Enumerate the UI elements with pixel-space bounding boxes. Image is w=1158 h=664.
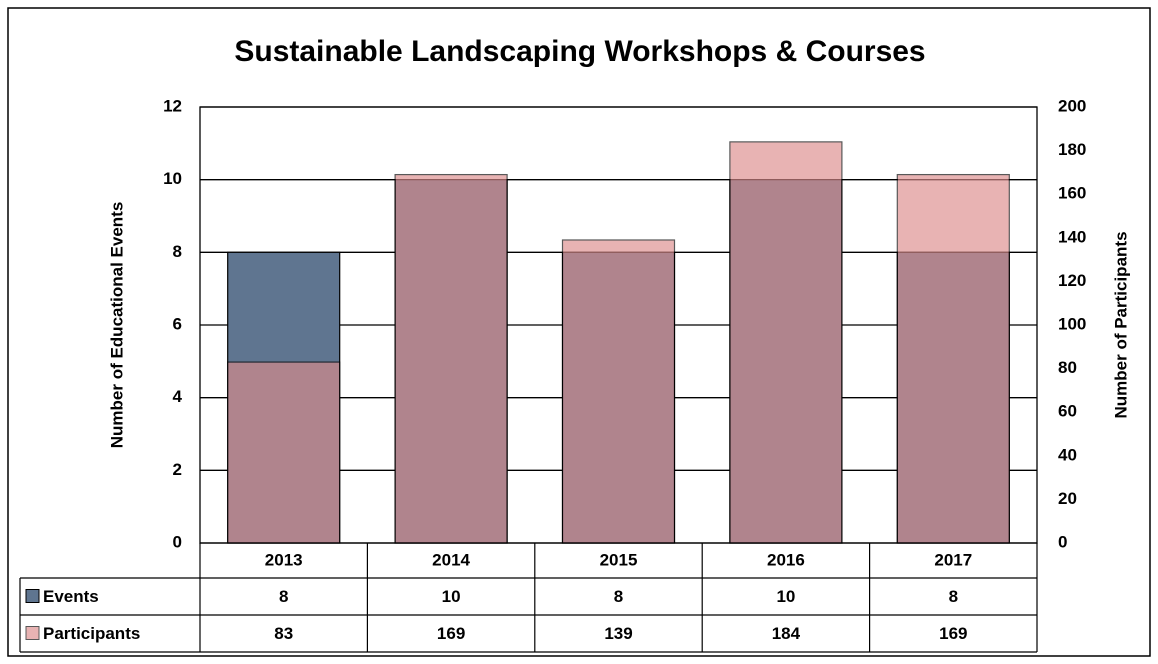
y-tick-label: 8: [173, 242, 182, 261]
y-tick-label: 2: [173, 460, 182, 479]
table-cell: 10: [442, 587, 461, 606]
x-tick-label: 2015: [600, 550, 638, 569]
y-tick-label: 4: [173, 387, 183, 406]
y2-tick-label: 120: [1058, 271, 1086, 290]
table-cell: 83: [274, 624, 293, 643]
y2-tick-label: 40: [1058, 445, 1077, 464]
legend-label: Participants: [43, 624, 140, 643]
table-cell: 10: [776, 587, 795, 606]
legend-swatch: [25, 626, 40, 640]
chart-title: Sustainable Landscaping Workshops & Cour…: [234, 35, 925, 68]
y2-tick-label: 60: [1058, 402, 1077, 421]
y2-tick-label: 180: [1058, 140, 1086, 159]
x-tick-label: 2014: [432, 550, 470, 569]
x-tick-label: 2013: [265, 550, 303, 569]
table-cell: 8: [279, 587, 288, 606]
table-cell: 139: [604, 624, 632, 643]
y-tick-label: 6: [173, 314, 182, 333]
y2-axis-label: Number of Participants: [1111, 231, 1130, 418]
y2-tick-label: 80: [1058, 358, 1077, 377]
y2-tick-label: 100: [1058, 314, 1086, 333]
bar: [227, 361, 341, 544]
bar: [896, 173, 1010, 544]
x-tick-label: 2017: [934, 550, 972, 569]
y2-tick-label: 20: [1058, 489, 1077, 508]
plot-border: [199, 106, 1038, 544]
y2-tick-label: 140: [1058, 227, 1086, 246]
legend-swatch: [25, 589, 40, 603]
y-tick-label: 12: [163, 96, 182, 115]
y-tick-label: 10: [163, 169, 182, 188]
table-cell: 169: [437, 624, 465, 643]
y2-tick-label: 0: [1058, 532, 1067, 551]
bar: [394, 173, 508, 544]
y2-tick-label: 200: [1058, 96, 1086, 115]
table-cell: 8: [949, 587, 958, 606]
y-tick-label: 0: [173, 532, 182, 551]
table-cell: 8: [614, 587, 623, 606]
bar: [561, 239, 676, 544]
y2-tick-label: 160: [1058, 184, 1086, 203]
table-cell: 184: [772, 624, 801, 643]
y-axis-label: Number of Educational Events: [107, 202, 126, 449]
table-cell: 169: [939, 624, 967, 643]
x-tick-label: 2016: [767, 550, 805, 569]
legend-label: Events: [43, 587, 99, 606]
bar: [729, 141, 843, 544]
